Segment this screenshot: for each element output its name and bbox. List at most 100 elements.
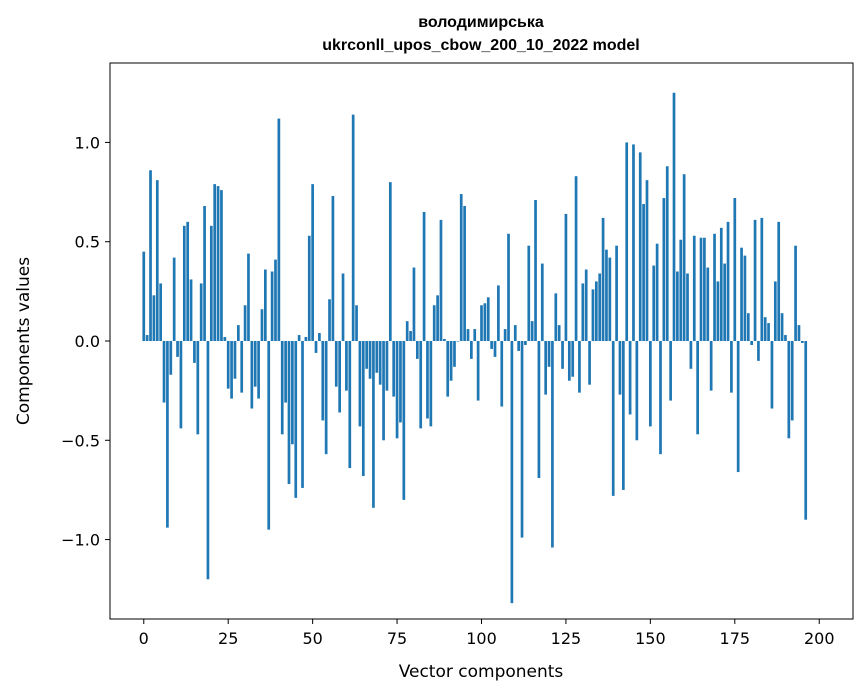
bar <box>216 186 220 341</box>
bar <box>797 325 801 341</box>
bar <box>446 341 450 397</box>
bar <box>476 341 480 401</box>
bar <box>733 198 737 341</box>
bar <box>490 341 493 349</box>
bar <box>284 341 287 403</box>
bar <box>294 341 298 498</box>
x-axis-label: Vector components <box>399 662 564 682</box>
bar <box>743 255 747 341</box>
bar <box>405 321 409 341</box>
bar <box>584 269 588 341</box>
bar <box>149 170 152 341</box>
bar <box>307 235 311 341</box>
bar <box>480 305 483 341</box>
y-tick-label: −1.0 <box>61 531 100 550</box>
bar <box>155 180 159 341</box>
bar <box>574 176 578 341</box>
bar <box>655 243 659 341</box>
bar <box>578 341 581 393</box>
bar <box>470 341 473 359</box>
bar <box>746 313 750 341</box>
bar <box>179 341 183 429</box>
chart-title: володимирська <box>418 14 544 31</box>
bar <box>740 247 743 341</box>
bar <box>365 341 369 369</box>
y-tick-label: −0.5 <box>61 431 100 450</box>
bar <box>557 325 561 341</box>
bar <box>608 257 612 341</box>
chart-subtitle: ukrconll_upos_cbow_200_10_2022 model <box>322 37 639 54</box>
bar <box>625 142 629 341</box>
bar <box>142 251 146 341</box>
bars-group <box>142 92 808 604</box>
bar <box>618 341 622 395</box>
bar <box>287 341 291 484</box>
bar <box>206 341 210 580</box>
bar <box>780 313 784 341</box>
bar <box>763 317 767 341</box>
bar <box>500 341 504 407</box>
bar <box>240 341 244 393</box>
bar <box>784 335 787 341</box>
bar <box>605 249 608 341</box>
bar <box>189 279 193 341</box>
bar <box>513 325 517 341</box>
bar <box>686 273 689 341</box>
bar <box>800 341 804 343</box>
bar <box>767 323 770 341</box>
bar <box>730 341 733 393</box>
bar <box>318 333 321 341</box>
bar <box>669 341 672 401</box>
bar <box>253 341 257 387</box>
bar <box>388 182 392 341</box>
bar <box>314 341 318 353</box>
bar <box>486 297 490 341</box>
bar <box>659 341 662 455</box>
bar <box>564 213 568 341</box>
x-tick-label: 150 <box>635 629 666 648</box>
bar <box>199 283 203 341</box>
bar <box>196 341 200 435</box>
bar <box>277 118 281 341</box>
bar <box>466 329 470 341</box>
bar <box>561 341 564 369</box>
bar <box>692 235 696 341</box>
bar <box>750 341 754 345</box>
bar <box>250 341 254 409</box>
bar <box>770 341 774 409</box>
bar <box>274 259 277 341</box>
bar <box>588 341 591 385</box>
bar <box>534 200 537 341</box>
bar <box>382 341 385 441</box>
bar <box>473 329 477 341</box>
bar <box>392 341 396 397</box>
bar <box>638 152 642 341</box>
bar <box>375 341 379 373</box>
bar <box>544 341 548 395</box>
bar <box>611 341 615 496</box>
bar <box>247 253 250 341</box>
bar <box>453 341 456 367</box>
bar <box>334 341 338 387</box>
bar <box>804 341 808 520</box>
bar <box>436 295 439 341</box>
bar <box>145 335 149 341</box>
bar <box>328 299 331 341</box>
bar <box>682 174 686 341</box>
bar <box>689 341 693 369</box>
bar <box>378 341 382 385</box>
bar <box>426 341 429 419</box>
bar <box>723 263 727 341</box>
bar <box>368 341 372 379</box>
plot-frame <box>109 62 854 620</box>
bar <box>497 285 500 341</box>
bar <box>243 305 247 341</box>
x-tick-label: 25 <box>218 629 238 648</box>
bar <box>696 341 699 435</box>
bar <box>567 341 571 381</box>
bar <box>777 221 781 341</box>
bar <box>355 305 358 341</box>
bar <box>439 219 443 341</box>
bar <box>726 221 730 341</box>
bar <box>773 281 777 341</box>
